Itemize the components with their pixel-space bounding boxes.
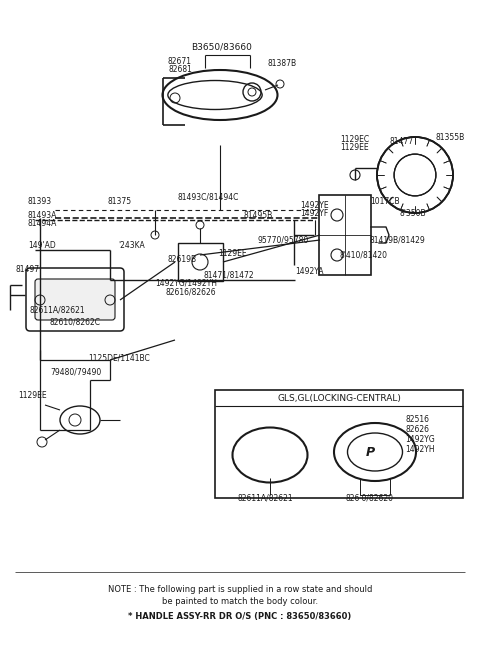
Text: 1017CB: 1017CB [370,198,400,206]
Text: 81355B: 81355B [435,133,464,141]
Text: NOTE : The following part is supplied in a row state and should: NOTE : The following part is supplied in… [108,585,372,595]
Text: 81495B: 81495B [244,210,273,219]
Bar [215,390,463,498]
Text: 82616/82626: 82616/82626 [165,288,216,296]
Text: 81393: 81393 [28,198,52,206]
Text: 81477: 81477 [390,137,414,147]
Text: 81493A: 81493A [28,212,58,221]
Text: 95770/95780: 95770/95780 [258,235,309,244]
Bar [178,243,223,281]
FancyBboxPatch shape [35,279,115,320]
Text: 81494A: 81494A [28,219,58,229]
Text: 81419B/81429: 81419B/81429 [370,235,426,244]
Text: 1492YA: 1492YA [295,267,324,277]
Text: B3650/83660: B3650/83660 [192,43,252,51]
Text: 8'410/81420: 8'410/81420 [340,250,388,260]
Text: be painted to match the body colour.: be painted to match the body colour. [162,597,318,606]
Text: 81375: 81375 [108,198,132,206]
Text: 1129EE: 1129EE [18,390,47,399]
Text: P: P [365,445,374,459]
Bar [319,195,371,275]
Text: 1492YG: 1492YG [405,436,435,445]
Text: '243KA: '243KA [118,242,145,250]
Text: 82619B: 82619B [168,256,197,265]
Text: 1492YE: 1492YE [300,202,329,210]
Text: 81387B: 81387B [268,58,297,68]
Text: 82610/8262C: 82610/8262C [50,317,101,327]
Text: 1129EE: 1129EE [340,143,369,152]
Text: 149'AD: 149'AD [28,242,56,250]
Text: 82516: 82516 [405,415,429,424]
Text: GLS,GL(LOCKING-CENTRAL): GLS,GL(LOCKING-CENTRAL) [277,394,401,403]
Text: 1129EC: 1129EC [340,135,369,145]
Text: 82611A/82621: 82611A/82621 [30,306,85,315]
Text: 1492YG/1492YH: 1492YG/1492YH [155,279,217,288]
Text: 1492YH: 1492YH [405,445,434,455]
Text: 81497: 81497 [15,265,39,275]
Text: 82611A/82621: 82611A/82621 [237,493,293,503]
Text: 82671: 82671 [168,58,192,66]
Text: 82681: 82681 [168,66,192,74]
Text: 79480/79490: 79480/79490 [50,367,101,376]
Text: 81471/81472: 81471/81472 [203,271,253,279]
Text: 8'350B: 8'350B [400,210,427,219]
Text: 1129EE: 1129EE [218,250,247,258]
Text: * HANDLE ASSY-RR DR O/S (PNC : 83650/83660): * HANDLE ASSY-RR DR O/S (PNC : 83650/836… [128,612,352,622]
Text: 81493C/81494C: 81493C/81494C [178,193,240,202]
Text: 1125DE/1141BC: 1125DE/1141BC [88,353,150,363]
Text: 1492YF: 1492YF [300,210,328,219]
Text: 826'0/82620: 826'0/82620 [345,493,393,503]
Text: 82626: 82626 [405,426,429,434]
